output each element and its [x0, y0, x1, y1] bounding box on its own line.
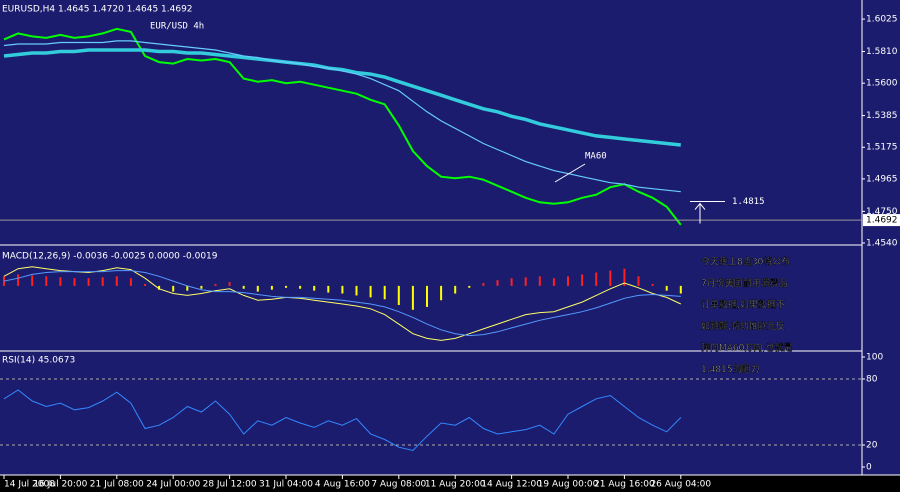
x-tick-label: 19 Aug 00:00	[538, 480, 599, 490]
histogram-bar	[270, 285, 273, 290]
histogram-bar	[468, 285, 471, 288]
chart-title: EUR/USD 4h	[150, 22, 204, 32]
x-tick-label: 21 Jul 08:00	[90, 480, 144, 490]
x-tick-label: 14 Aug 12:00	[481, 480, 542, 490]
y-tick-label: 0	[866, 463, 872, 473]
histogram-bar	[242, 285, 245, 289]
series-line	[3, 389, 682, 452]
price-label: 1.4692	[866, 216, 898, 226]
histogram-bar	[665, 285, 668, 291]
histogram-bar	[524, 277, 527, 286]
histogram-bar	[637, 276, 640, 286]
series-line	[3, 27, 682, 226]
x-tick-label: 14 Jul 2008	[4, 480, 55, 490]
histogram-bar	[567, 276, 569, 286]
histogram-bar	[595, 272, 598, 286]
annotation: MA60	[585, 152, 607, 162]
note-line: 1.4815的阻力	[701, 363, 760, 375]
histogram-bar	[411, 285, 414, 310]
note-line: 如预期,将助推欧元反	[701, 320, 785, 332]
histogram-bar	[299, 285, 302, 289]
histogram-bar	[45, 276, 48, 286]
histogram-bar	[369, 285, 372, 298]
histogram-bar	[482, 283, 485, 286]
histogram-bar	[59, 277, 62, 286]
histogram-bar	[172, 285, 175, 292]
x-tick-label: 24 Jul 00:00	[146, 480, 200, 490]
note-line: 7月份美国耐用消费品	[701, 277, 788, 289]
note-line: 订单数据,如果数据不	[701, 299, 785, 311]
price-label-box	[863, 214, 900, 227]
histogram-bar	[454, 285, 457, 294]
histogram-bar	[538, 276, 541, 286]
histogram-bar	[341, 285, 344, 294]
histogram-bar	[31, 275, 34, 286]
background	[0, 0, 900, 475]
histogram-bar	[228, 282, 231, 286]
histogram-bar	[552, 278, 555, 286]
histogram-bar	[426, 285, 428, 307]
histogram-bar	[327, 285, 330, 293]
histogram-bar	[440, 285, 443, 301]
x-tick-label: 16 Jul 20:00	[33, 480, 87, 490]
histogram-bar	[313, 285, 316, 291]
histogram-bar	[87, 278, 90, 286]
histogram-bar	[101, 277, 104, 286]
note-line: 弹向MA60方向,也就是	[701, 342, 792, 354]
histogram-bar	[285, 285, 287, 288]
histogram-bar	[73, 278, 76, 286]
histogram-bar	[115, 276, 118, 286]
y-tick-label: 1.5175	[866, 143, 898, 153]
y-tick-label: 1.6025	[866, 15, 898, 25]
histogram-bar	[256, 285, 259, 292]
y-tick-label: 100	[866, 353, 883, 363]
y-tick-label: 1.5600	[866, 79, 898, 89]
y-tick-label: 1.4750	[866, 207, 898, 217]
histogram-bar	[186, 285, 189, 291]
x-tick-label: 7 Aug 08:00	[371, 480, 426, 490]
annotation-pointer	[554, 163, 586, 183]
y-tick-label: 80	[866, 375, 878, 385]
histogram-bar	[581, 274, 584, 286]
histogram-bar	[496, 280, 499, 286]
histogram-bar	[651, 283, 654, 286]
x-tick-label: 31 Jul 04:00	[259, 480, 313, 490]
header: EURUSD,H4 1.4645 1.4720 1.4645 1.4692	[2, 5, 193, 15]
x-tick-label: 28 Jul 12:00	[203, 480, 257, 490]
histogram-bar	[355, 285, 358, 296]
x-tick-label: 4 Aug 16:00	[315, 480, 370, 490]
x-tick-label: 26 Aug 04:00	[650, 480, 711, 490]
header: MACD(12,26,9) -0.0036 -0.0025 0.0000 -0.…	[2, 252, 218, 262]
header: RSI(14) 45.0673	[2, 356, 75, 366]
y-tick-label: 1.5385	[866, 111, 898, 121]
histogram-bar	[609, 270, 612, 286]
y-tick-label: 1.4540	[866, 239, 898, 249]
arrow	[694, 202, 706, 224]
note-line: 今天晚上8点30将公布	[701, 256, 790, 268]
histogram-bar	[214, 283, 217, 286]
series-line	[3, 48, 681, 147]
histogram-bar	[679, 285, 682, 294]
histogram-bar	[510, 278, 513, 286]
histogram-bar	[129, 278, 132, 286]
y-tick-label: 1.5810	[866, 47, 898, 57]
histogram-bar	[158, 285, 161, 290]
series-line	[3, 270, 681, 337]
x-tick-label: 21 Aug 16:00	[594, 480, 655, 490]
histogram-bar	[3, 276, 5, 286]
series-line	[3, 40, 681, 193]
histogram-bar	[144, 283, 146, 286]
histogram-bar	[623, 268, 626, 286]
histogram-bar	[397, 285, 400, 305]
resistance-label: 1.4815	[732, 197, 765, 207]
y-tick-label: 1.4965	[866, 174, 898, 184]
series-line	[3, 266, 682, 341]
x-tick-label: 11 Aug 20:00	[425, 480, 486, 490]
y-tick-label: 20	[866, 441, 878, 451]
histogram-bar	[383, 285, 386, 300]
histogram-bar	[200, 285, 203, 289]
histogram-bar	[17, 274, 20, 286]
